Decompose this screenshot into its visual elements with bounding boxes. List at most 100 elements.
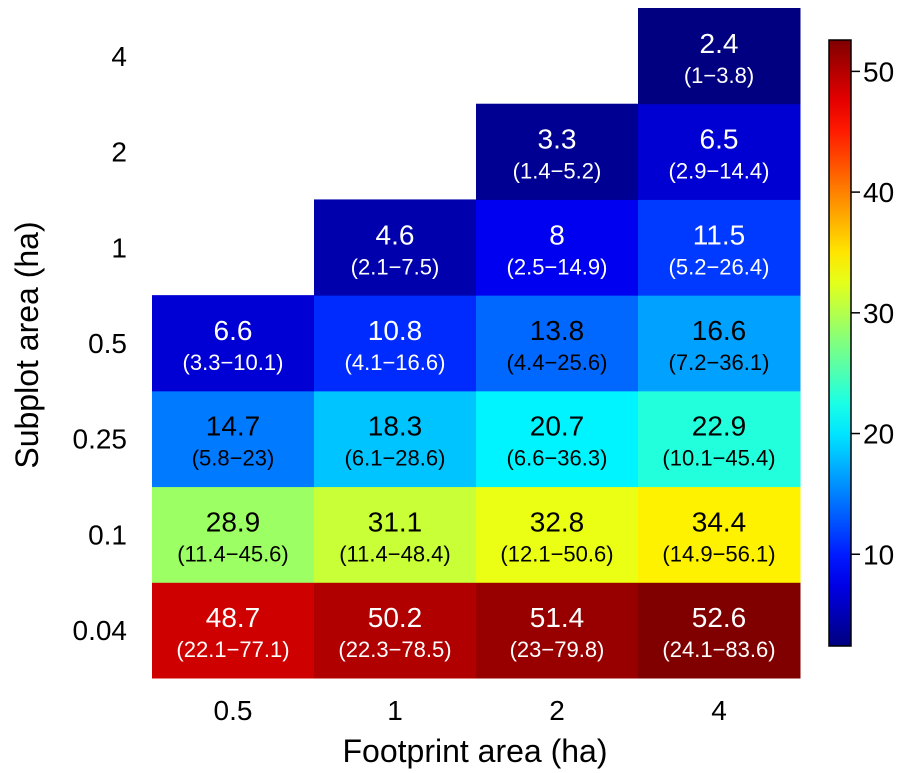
cell-interval-label: (14.9−56.1) <box>662 541 775 566</box>
cell-interval-label: (11.4−45.6) <box>177 541 289 566</box>
cell-rect <box>638 390 801 488</box>
heatmap-cell: 50.2 (22.3−78.5) <box>314 582 477 679</box>
cell-rect <box>476 199 639 296</box>
heatmap-cell: 52.6 (24.1−83.6) <box>638 582 801 679</box>
heatmap-cell: 34.4 (14.9−56.1) <box>638 486 801 583</box>
y-axis-ticks: 0.04 0.1 0.25 0.5 1 2 4 <box>73 41 128 646</box>
cell-value-label: 2.4 <box>700 28 739 59</box>
colorbar-tick-label: 20 <box>863 419 894 450</box>
y-tick-label: 4 <box>111 41 127 72</box>
cell-value-label: 14.7 <box>206 411 261 442</box>
cell-rect <box>476 582 639 679</box>
cell-rect <box>638 486 801 583</box>
cell-value-label: 48.7 <box>206 602 261 633</box>
cell-value-label: 20.7 <box>530 411 585 442</box>
heatmap-cell: 32.8 (12.1−50.6) <box>476 486 639 583</box>
cell-rect <box>314 295 477 392</box>
heatmap-cell: 8 (2.5−14.9) <box>476 199 639 296</box>
cell-interval-label: (24.1−83.6) <box>662 637 775 662</box>
cell-interval-label: (5.2−26.4) <box>669 254 770 279</box>
cell-value-label: 50.2 <box>368 602 423 633</box>
cell-value-label: 32.8 <box>530 506 585 537</box>
x-axis-label: Footprint area (ha) <box>342 733 607 769</box>
cell-rect <box>152 295 315 392</box>
cell-value-label: 18.3 <box>368 411 423 442</box>
cell-interval-label: (5.8−23) <box>192 446 275 471</box>
cell-interval-label: (6.1−28.6) <box>345 446 446 471</box>
heatmap-cell: 6.5 (2.9−14.4) <box>638 103 801 200</box>
cell-value-label: 28.9 <box>206 506 261 537</box>
cell-rect <box>152 390 315 488</box>
cell-rect <box>638 103 801 200</box>
cell-rect <box>314 199 477 296</box>
y-tick-label: 0.5 <box>88 328 127 359</box>
y-tick-label: 0.04 <box>73 615 128 646</box>
cell-value-label: 6.5 <box>700 124 739 155</box>
y-tick-label: 1 <box>111 232 127 263</box>
cell-rect <box>638 199 801 296</box>
heatmap-cell: 20.7 (6.6−36.3) <box>476 390 639 488</box>
cell-rect <box>638 8 801 105</box>
cell-value-label: 10.8 <box>368 315 423 346</box>
cell-value-label: 8 <box>549 219 565 250</box>
heatmap-cell: 6.6 (3.3−10.1) <box>152 295 315 392</box>
cell-interval-label: (6.6−36.3) <box>507 446 608 471</box>
cell-rect <box>476 390 639 488</box>
x-tick-label: 4 <box>711 695 727 726</box>
cell-rect <box>152 582 315 679</box>
cell-interval-label: (4.1−16.6) <box>345 350 446 375</box>
cell-interval-label: (12.1−50.6) <box>500 541 613 566</box>
heatmap-cell: 10.8 (4.1−16.6) <box>314 295 477 392</box>
cell-rect <box>476 295 639 392</box>
cell-value-label: 31.1 <box>368 506 423 537</box>
colorbar-tick-label: 40 <box>863 177 894 208</box>
cell-interval-label: (22.1−77.1) <box>176 637 289 662</box>
heatmap-cell: 48.7 (22.1−77.1) <box>152 582 315 679</box>
y-tick-label: 0.1 <box>88 519 127 550</box>
heatmap-cell: 14.7 (5.8−23) <box>152 390 315 488</box>
x-tick-label: 2 <box>549 695 565 726</box>
cell-rect <box>152 486 315 583</box>
cell-interval-label: (1.4−5.2) <box>513 159 602 184</box>
heatmap-cell: 22.9 (10.1−45.4) <box>638 390 801 488</box>
cell-value-label: 13.8 <box>530 315 585 346</box>
cell-interval-label: (23−79.8) <box>510 637 605 662</box>
colorbar-tick-label: 10 <box>863 539 894 570</box>
cell-rect <box>314 390 477 488</box>
cell-rect <box>314 486 477 583</box>
cell-interval-label: (4.4−25.6) <box>507 350 608 375</box>
heatmap-cell: 51.4 (23−79.8) <box>476 582 639 679</box>
y-axis-label: Subplot area (ha) <box>9 221 45 468</box>
cell-rect <box>476 103 639 200</box>
heatmap-cell: 16.6 (7.2−36.1) <box>638 295 801 392</box>
cell-rect <box>638 582 801 679</box>
heatmap-cells: 48.7 (22.1−77.1) 50.2 (22.3−78.5) 51.4 (23−79… <box>152 8 801 679</box>
colorbar-gradient <box>828 39 852 647</box>
heatmap-cell: 18.3 (6.1−28.6) <box>314 390 477 488</box>
cell-rect <box>314 582 477 679</box>
cell-value-label: 4.6 <box>376 219 415 250</box>
cell-rect <box>476 486 639 583</box>
x-tick-label: 0.5 <box>214 695 253 726</box>
cell-interval-label: (22.3−78.5) <box>338 637 451 662</box>
cell-value-label: 22.9 <box>692 411 747 442</box>
y-tick-label: 2 <box>111 137 127 168</box>
heatmap-cell: 28.9 (11.4−45.6) <box>152 486 315 583</box>
colorbar-tick-label: 50 <box>863 56 894 87</box>
cell-value-label: 3.3 <box>538 124 577 155</box>
heatmap-cell: 4.6 (2.1−7.5) <box>314 199 477 296</box>
cell-rect <box>638 295 801 392</box>
cell-interval-label: (3.3−10.1) <box>183 350 284 375</box>
colorbar: 10 20 30 40 50 <box>828 39 894 647</box>
cell-value-label: 11.5 <box>693 219 745 250</box>
cell-value-label: 52.6 <box>692 602 747 633</box>
y-tick-label: 0.25 <box>73 424 128 455</box>
cell-interval-label: (2.5−14.9) <box>507 254 608 279</box>
heatmap-cell: 11.5 (5.2−26.4) <box>638 199 801 296</box>
cell-value-label: 6.6 <box>214 315 253 346</box>
cell-interval-label: (2.1−7.5) <box>351 254 440 279</box>
cell-interval-label: (7.2−36.1) <box>669 350 770 375</box>
cell-interval-label: (2.9−14.4) <box>669 159 770 184</box>
heatmap-cell: 2.4 (1−3.8) <box>638 8 801 105</box>
